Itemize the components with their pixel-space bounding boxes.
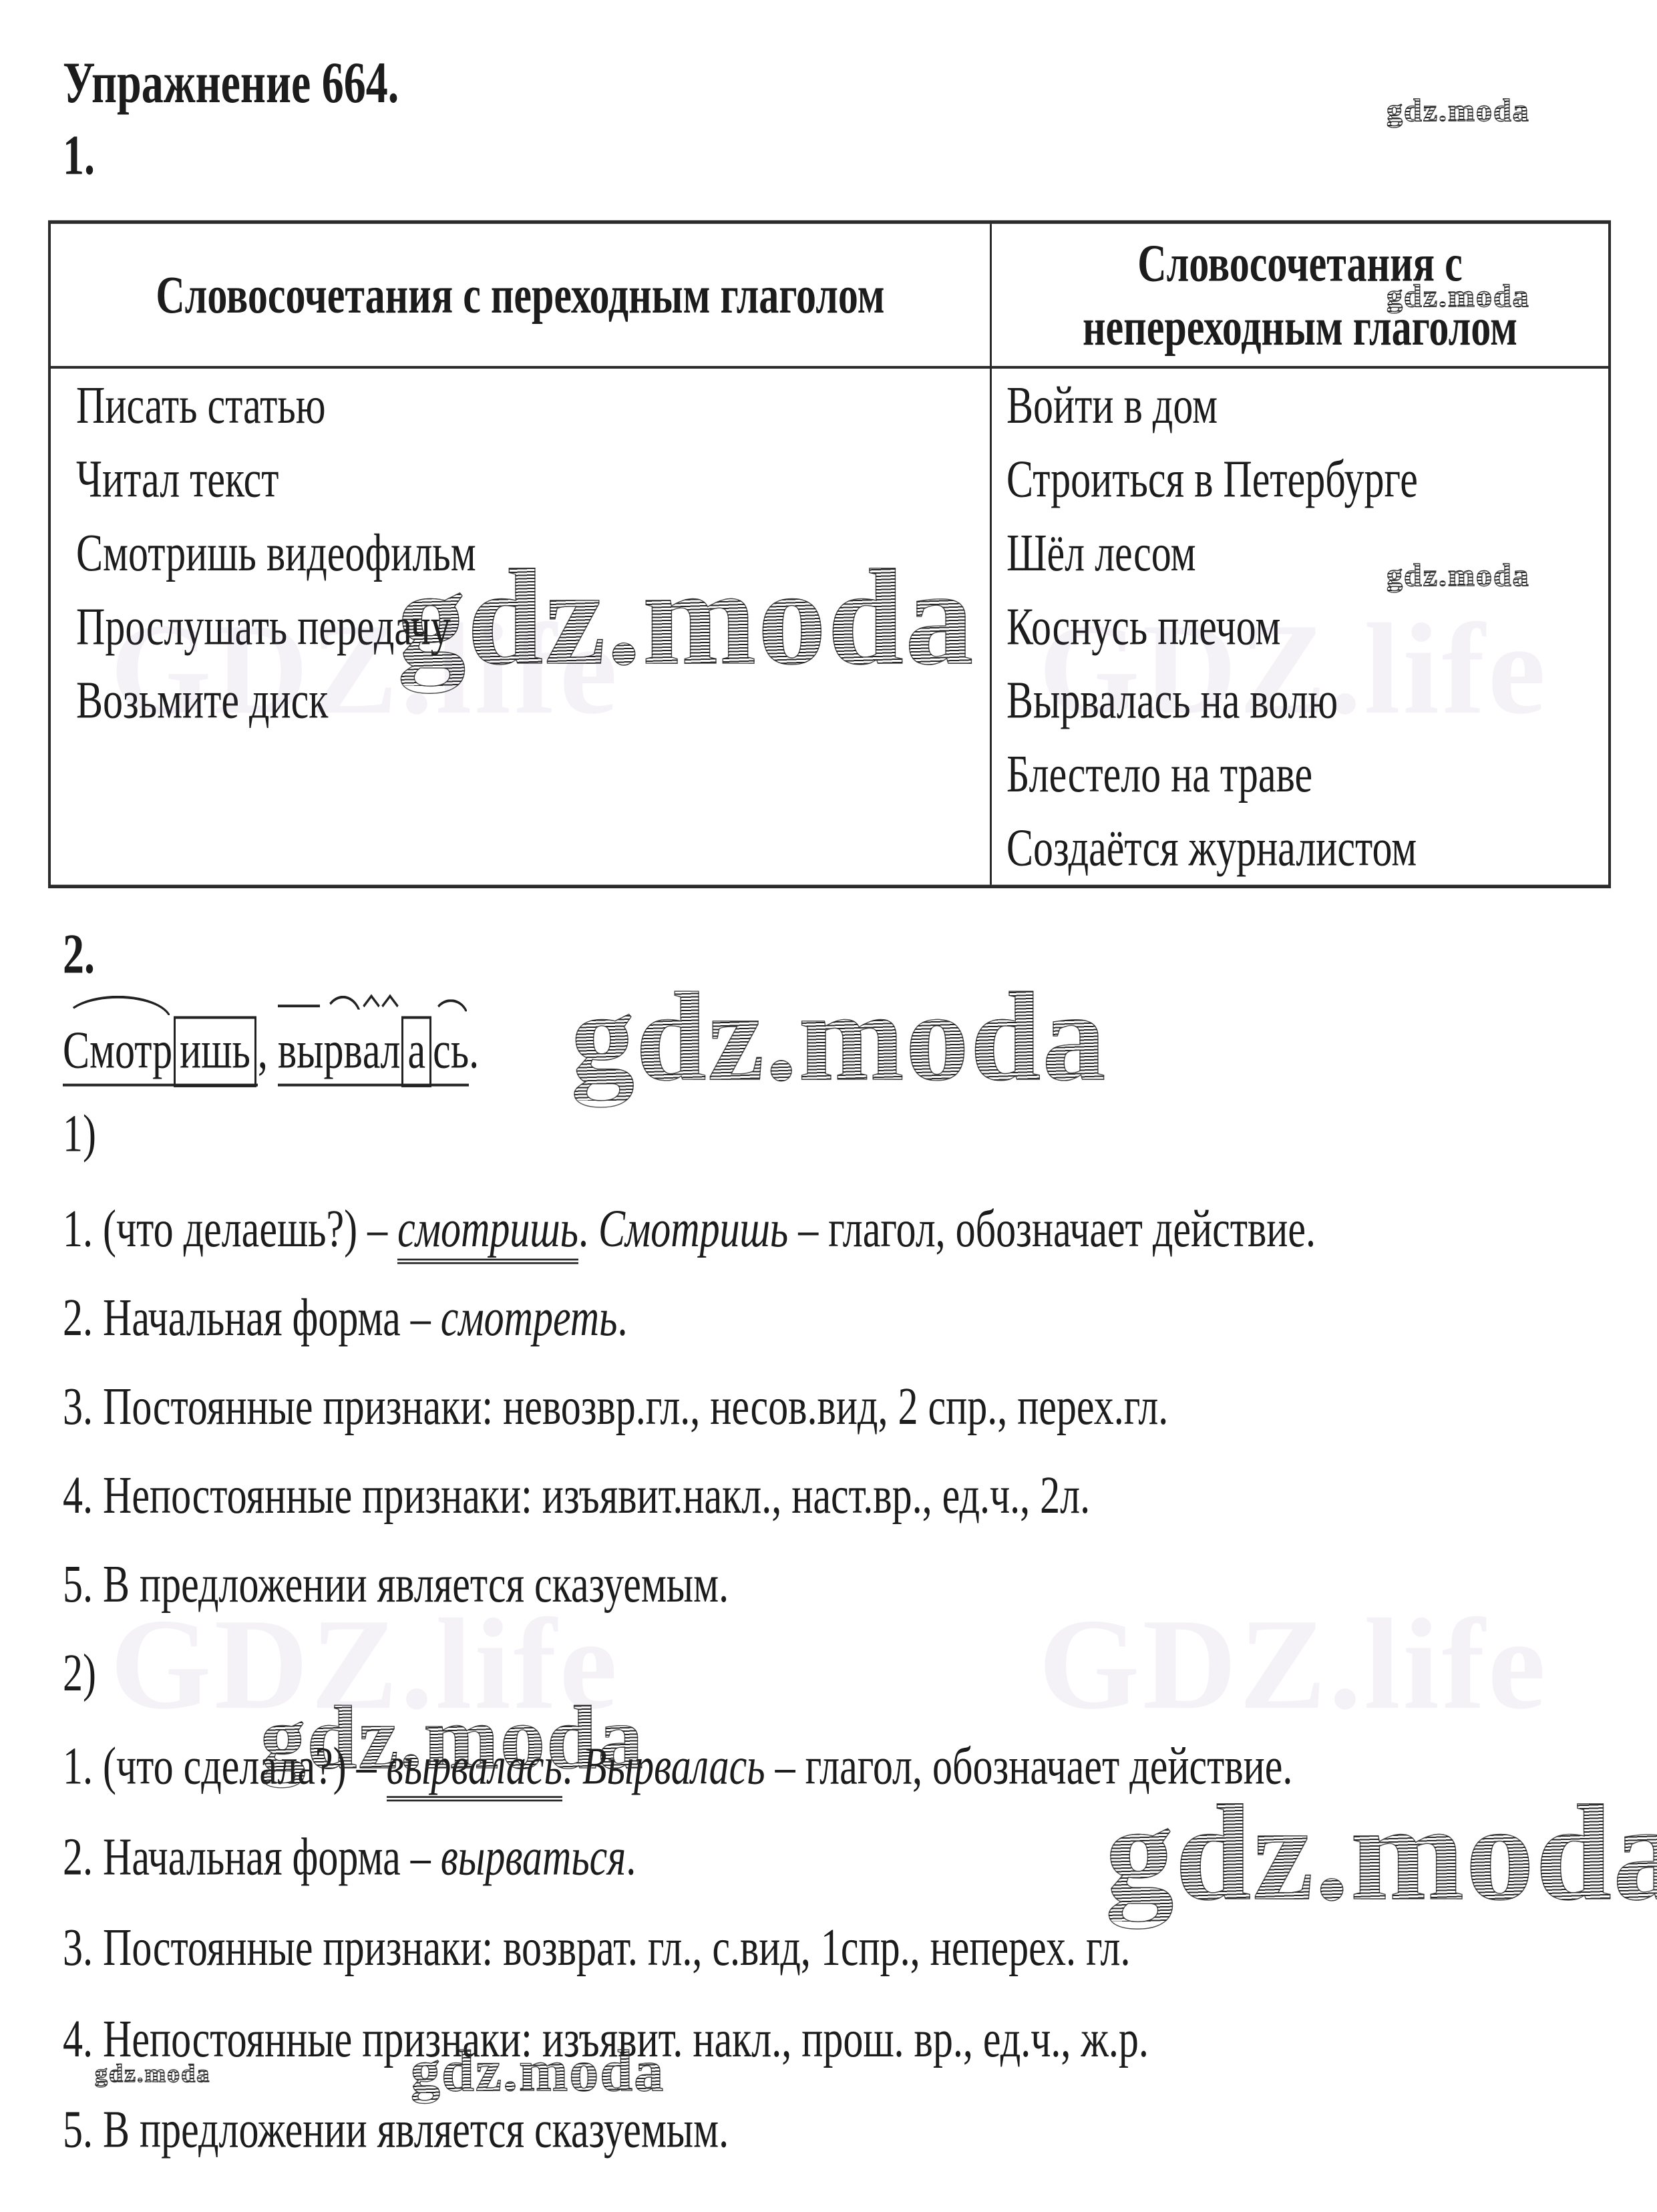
root-arc-mark: рв <box>324 995 363 1081</box>
table-row: Войти в дом <box>1006 375 1218 435</box>
column-header-transitive: Словосочетания с переходным глаголом <box>156 265 885 324</box>
text: 1. (что сделала?) – <box>63 1736 387 1795</box>
analysis1-item2: 2. Начальная форма – смотреть. <box>63 1287 627 1348</box>
table-row: Смотришь видеофильм <box>76 523 476 582</box>
analyzed-word: вырвалась <box>386 1736 562 1802</box>
part-2-label: 2. <box>63 922 95 985</box>
morphemic-analysis-line: Смотр ишь, вырвал а сь. <box>63 995 480 1087</box>
subsection-2-label: 2) <box>63 1643 96 1702</box>
analyzed-word: смотреть <box>440 1288 618 1347</box>
ending-box-mark: ишь <box>174 1016 256 1087</box>
column-header-intransitive: Словосочетания с непереходным глаголом <box>992 224 1608 366</box>
analysis2-item1: 1. (что сделала?) – вырвалась. Вырвалась… <box>63 1736 1293 1802</box>
analysis1-item4: 4. Непостоянные признаки: изъявит.накл.,… <box>63 1465 1091 1525</box>
parsed-word-smotrish: Смотр ишь <box>63 995 258 1087</box>
punctuation: . <box>469 1021 480 1079</box>
analyzed-word: вырваться <box>440 1827 626 1886</box>
subsection-1-label: 1) <box>63 1104 96 1163</box>
suffix-caret-mark: л <box>380 1019 400 1081</box>
column-header-intransitive-line2: непереходным глаголом <box>1082 297 1518 357</box>
text: – глагол, обозначает действие. <box>788 1199 1316 1258</box>
analysis1-item1: 1. (что делаешь?) – смотришь. Смотришь –… <box>63 1198 1316 1264</box>
analyzed-word: Смотришь <box>598 1199 789 1258</box>
root-arc-mark: Смотр <box>63 995 172 1081</box>
text: 1. (что делаешь?) – <box>63 1199 398 1258</box>
table-header-separator <box>51 365 1608 369</box>
text: 2. Начальная форма – <box>63 1827 441 1886</box>
analysis2-item2: 2. Начальная форма – вырваться. <box>63 1826 636 1887</box>
ending-box-mark: а <box>401 1016 432 1087</box>
intransitive-column: Войти в дом Строиться в Петербурге Шёл л… <box>992 369 1608 885</box>
punctuation: , <box>257 1021 268 1079</box>
column-header-intransitive-line1: Словосочетания с <box>1137 233 1463 293</box>
table-row: Возьмите диск <box>76 671 329 729</box>
text: 2. Начальная форма – <box>63 1288 441 1347</box>
text: – глагол, обозначает действие. <box>765 1736 1293 1795</box>
page-title: Упражнение 664. <box>63 50 399 116</box>
transitive-column: Писать статью Читал текст Смотришь видео… <box>51 369 990 737</box>
part-1-label: 1. <box>63 123 95 187</box>
analysis2-item5: 5. В предложении является сказуемым. <box>63 2100 729 2159</box>
table-column-divider <box>990 224 992 885</box>
table-row: Коснусь плечом <box>1006 596 1281 656</box>
analyzed-word: смотришь <box>397 1199 578 1264</box>
analysis2-item3: 3. Постоянные признаки: возврат. гл., с.… <box>63 1917 1131 1977</box>
table-row: Вырвалась на волю <box>1006 671 1338 729</box>
analysis1-item5: 5. В предложении является сказуемым. <box>63 1554 729 1614</box>
text: . <box>578 1199 598 1258</box>
table-row: Строиться в Петербурге <box>1006 449 1418 508</box>
table-row: Читал текст <box>76 449 279 508</box>
prefix-line-mark: вы <box>277 1004 324 1081</box>
analysis1-item3: 3. Постоянные признаки: невозвр.гл., нес… <box>63 1376 1169 1436</box>
parsed-word-vyrvalas: вырвал а сь <box>277 995 470 1087</box>
analyzed-word: Вырвалась <box>582 1736 765 1795</box>
table-row: Шёл лесом <box>1006 523 1196 582</box>
suffix-caret-mark: а <box>363 1019 381 1081</box>
table-row: Писать статью <box>76 375 326 435</box>
text: . <box>617 1288 628 1347</box>
table-row: Создаётся журналистом <box>1006 817 1417 877</box>
text: . <box>626 1827 636 1886</box>
analysis2-item4: 4. Непостоянные признаки: изъявит. накл.… <box>63 2009 1149 2068</box>
verbs-table: Словосочетания с переходным глаголом Сло… <box>48 220 1611 889</box>
postfix-arc-mark: сь <box>433 999 470 1081</box>
table-row: Блестело на траве <box>1006 744 1313 803</box>
table-row: Прослушать передачу <box>76 596 451 656</box>
text: . <box>562 1736 582 1795</box>
